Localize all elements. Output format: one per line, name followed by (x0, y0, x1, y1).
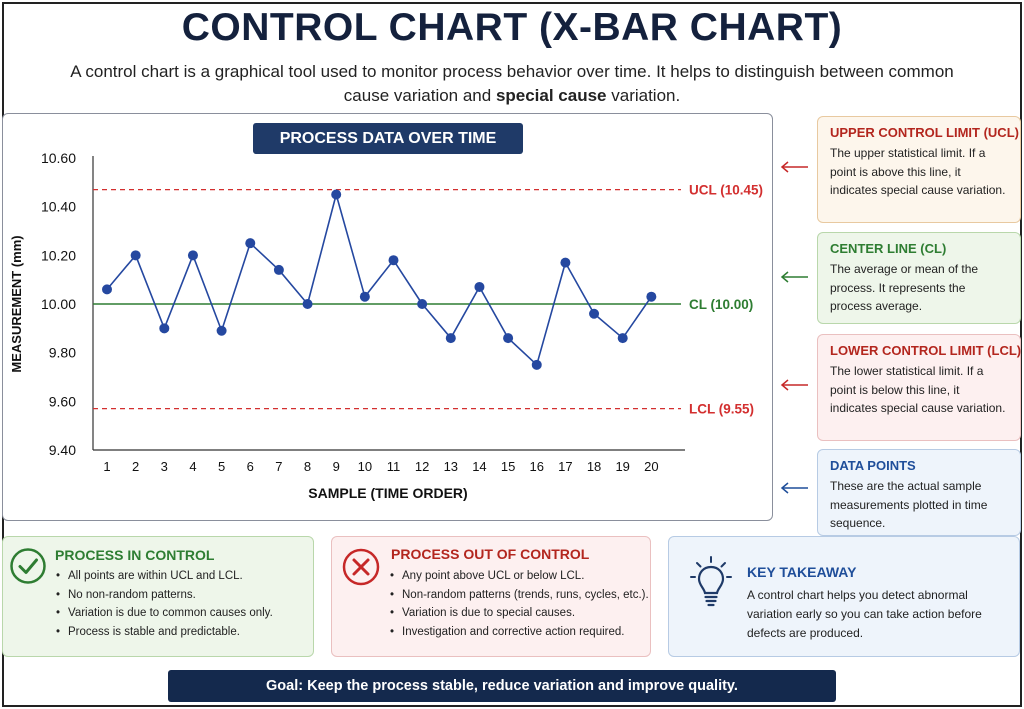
x-tick-label: 13 (444, 459, 458, 474)
out-of-control-card: PROCESS OUT OF CONTROL Any point above U… (331, 536, 651, 657)
series-line (106, 193, 653, 366)
y-tick-label: 9.80 (49, 345, 76, 361)
data-points-card-title: DATA POINTS (830, 458, 916, 473)
x-tick-label: 16 (530, 459, 544, 474)
x-tick-label: 17 (558, 459, 572, 474)
arrow-left-icon (780, 379, 808, 391)
key-takeaway-text: A control chart helps you detect abnorma… (747, 588, 982, 640)
lcl-card-text: The lower statistical limit. If a point … (830, 364, 1006, 415)
x-axis-label: SAMPLE (TIME ORDER) (308, 485, 467, 501)
key-takeaway-card: KEY TAKEAWAY A control chart helps you d… (668, 536, 1020, 657)
chart-title: PROCESS DATA OVER TIME (253, 123, 523, 154)
data-point (159, 323, 170, 334)
key-takeaway-title: KEY TAKEAWAY (747, 564, 857, 580)
list-item: Non-random patterns (trends, runs, cycle… (389, 586, 649, 605)
x-tick-label: 6 (247, 459, 254, 474)
y-tick-label: 10.40 (41, 199, 76, 215)
in-control-title: PROCESS IN CONTROL (55, 547, 215, 563)
data-point (531, 359, 542, 370)
chart-panel: 10.60 10.40 10.20 10.00 9.80 9.60 9.40 1 2 3 4 5 6 7 8… (2, 113, 773, 521)
list-item: All points are within UCL and LCL. (55, 567, 310, 586)
list-item: Investigation and corrective action requ… (389, 623, 649, 642)
out-of-control-title: PROCESS OUT OF CONTROL (391, 546, 590, 562)
x-tick-label: 11 (387, 459, 401, 474)
center-line-label: CL (10.00) (689, 297, 753, 312)
y-axis-label: MEASUREMENT (mm) (9, 235, 24, 372)
subtitle-emphasis: special cause (495, 86, 607, 105)
y-tick-label: 10.20 (41, 247, 76, 263)
data-point (302, 299, 313, 309)
list-item: Any point above UCL or below LCL. (389, 567, 649, 586)
data-point (445, 333, 456, 344)
x-tick-label: 4 (189, 459, 196, 474)
ucl-card-title: UPPER CONTROL LIMIT (UCL) (830, 125, 1019, 140)
page-title: CONTROL CHART (X-BAR CHART) (181, 6, 843, 49)
x-tick-label: 19 (615, 459, 629, 474)
lcl-info-card: LOWER CONTROL LIMIT (LCL) The lower stat… (817, 334, 1021, 441)
cl-card-title: CENTER LINE (CL) (830, 241, 947, 256)
data-point (245, 238, 256, 249)
arrow-left-icon (780, 271, 808, 283)
arrow-left-icon (780, 482, 808, 494)
x-tick-label: 3 (161, 459, 168, 474)
cl-card-text: The average or mean of the process. It r… (830, 262, 979, 313)
subtitle-text: A control chart is a graphical tool used… (70, 62, 954, 105)
x-tick-label: 1 (103, 459, 110, 474)
list-item: Process is stable and predictable. (55, 623, 310, 642)
data-point (388, 255, 399, 266)
data-points-card-text: These are the actual sample measurements… (830, 479, 988, 530)
x-tick-label: 2 (132, 459, 139, 474)
x-tick-label: 15 (501, 459, 515, 474)
list-item: Variation is due to special causes. (389, 604, 649, 623)
x-tick-label: 20 (644, 459, 658, 474)
ucl-card-text: The upper statistical limit. If a point … (830, 146, 1006, 197)
in-control-card: PROCESS IN CONTROL All points are within… (2, 536, 314, 657)
data-point (359, 291, 370, 302)
x-tick-label: 18 (587, 459, 601, 474)
data-point (130, 250, 141, 261)
lightbulb-icon (690, 556, 732, 607)
goal-banner: Goal: Keep the process stable, reduce va… (168, 670, 836, 702)
x-tick-label: 14 (472, 459, 486, 474)
y-tick-label: 9.40 (49, 442, 76, 458)
data-point (187, 250, 198, 261)
data-point (102, 284, 112, 295)
data-point (474, 281, 485, 292)
data-point (216, 325, 227, 336)
x-circle-icon (342, 548, 380, 586)
ucl-line-label: UCL (10.45) (689, 183, 763, 198)
lcl-card-title: LOWER CONTROL LIMIT (LCL) (830, 343, 1022, 358)
data-point (646, 291, 657, 302)
y-tick-label: 10.60 (41, 150, 76, 166)
out-of-control-list: Any point above UCL or below LCL. Non-ra… (389, 567, 649, 641)
list-item: No non-random patterns. (55, 586, 310, 605)
y-tick-label: 9.60 (49, 393, 76, 409)
x-tick-label: 10 (358, 459, 372, 474)
arrow-left-icon (780, 161, 808, 173)
data-point (331, 189, 342, 200)
x-tick-label: 8 (304, 459, 311, 474)
data-point (617, 333, 628, 344)
data-point (417, 299, 428, 309)
subtitle-text-end: variation. (606, 86, 681, 105)
data-points-info-card: DATA POINTS These are the actual sample … (817, 449, 1021, 536)
page-subtitle: A control chart is a graphical tool used… (60, 60, 964, 108)
data-point (273, 264, 284, 275)
list-item: Variation is due to common causes only. (55, 604, 310, 623)
lcl-line-label: LCL (9.55) (689, 402, 754, 417)
x-tick-label: 12 (415, 459, 429, 474)
data-point (589, 308, 600, 319)
cl-info-card: CENTER LINE (CL) The average or mean of … (817, 232, 1021, 324)
y-tick-label: 10.00 (41, 296, 76, 312)
check-circle-icon (10, 548, 46, 584)
x-tick-label: 7 (275, 459, 282, 474)
ucl-info-card: UPPER CONTROL LIMIT (UCL) The upper stat… (817, 116, 1021, 223)
x-tick-label: 5 (218, 459, 225, 474)
data-point (560, 257, 571, 268)
x-tick-label: 9 (333, 459, 340, 474)
in-control-list: All points are within UCL and LCL. No no… (55, 567, 310, 641)
data-point (503, 333, 514, 344)
